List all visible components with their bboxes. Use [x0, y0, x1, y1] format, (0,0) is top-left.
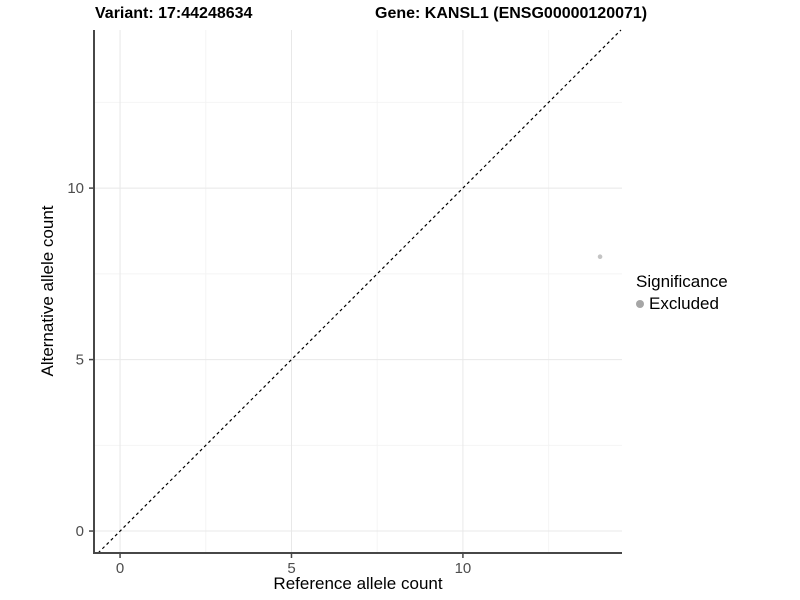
x-axis-title: Reference allele count	[273, 574, 443, 593]
x-tick-label: 5	[287, 560, 295, 577]
legend: Significance Excluded	[636, 272, 728, 314]
y-tick-label: 10	[67, 180, 84, 197]
legend-item-label: Excluded	[649, 294, 719, 313]
variant-title: Variant: 17:44248634	[95, 5, 253, 22]
x-tick-label: 10	[455, 560, 472, 577]
gene-title: Gene: KANSL1 (ENSG00000120071)	[375, 5, 648, 22]
y-axis-title: Alternative allele count	[38, 205, 57, 377]
legend-point-icon	[636, 300, 644, 308]
legend-title: Significance	[636, 272, 728, 291]
data-point-excluded	[597, 254, 603, 259]
x-tick-label: 0	[116, 560, 124, 577]
legend-item-excluded: Excluded	[636, 294, 728, 314]
y-tick-label: 0	[76, 523, 84, 540]
y-tick-label: 5	[76, 352, 84, 369]
identity-dashed-line	[97, 29, 622, 554]
